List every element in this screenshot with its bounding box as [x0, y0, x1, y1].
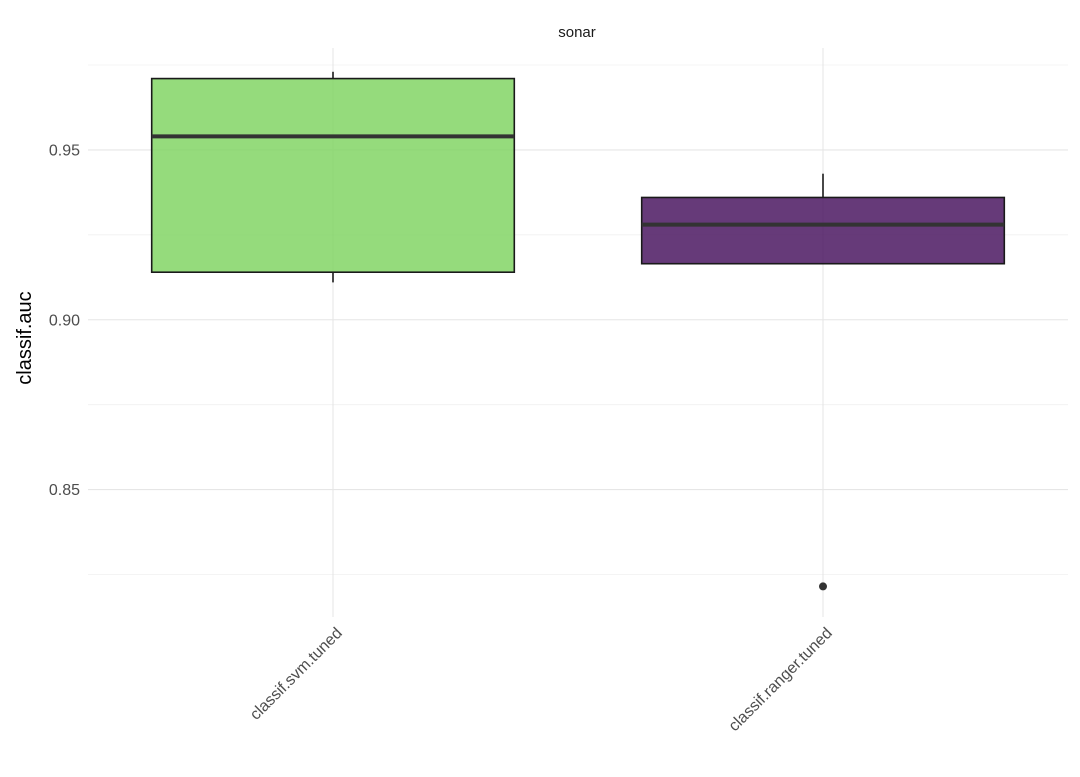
outlier-point	[819, 582, 827, 591]
x-axis-ticks: classif.svm.tuned classif.ranger.tuned	[247, 625, 836, 735]
y-axis-title: classif.auc	[14, 291, 36, 384]
box-group	[640, 173, 1006, 591]
box	[640, 196, 1006, 265]
x-tick-label: classif.ranger.tuned	[726, 625, 836, 735]
boxes	[150, 71, 1006, 591]
box	[150, 77, 516, 274]
y-tick-label: 0.90	[49, 312, 80, 329]
facet-title: sonar	[558, 24, 596, 41]
y-tick-label: 0.85	[49, 482, 80, 499]
box-group	[150, 71, 516, 283]
y-axis-ticks: 0.85 0.90 0.95	[49, 142, 80, 499]
y-tick-label: 0.95	[49, 142, 80, 159]
x-tick-label: classif.svm.tuned	[247, 625, 346, 724]
